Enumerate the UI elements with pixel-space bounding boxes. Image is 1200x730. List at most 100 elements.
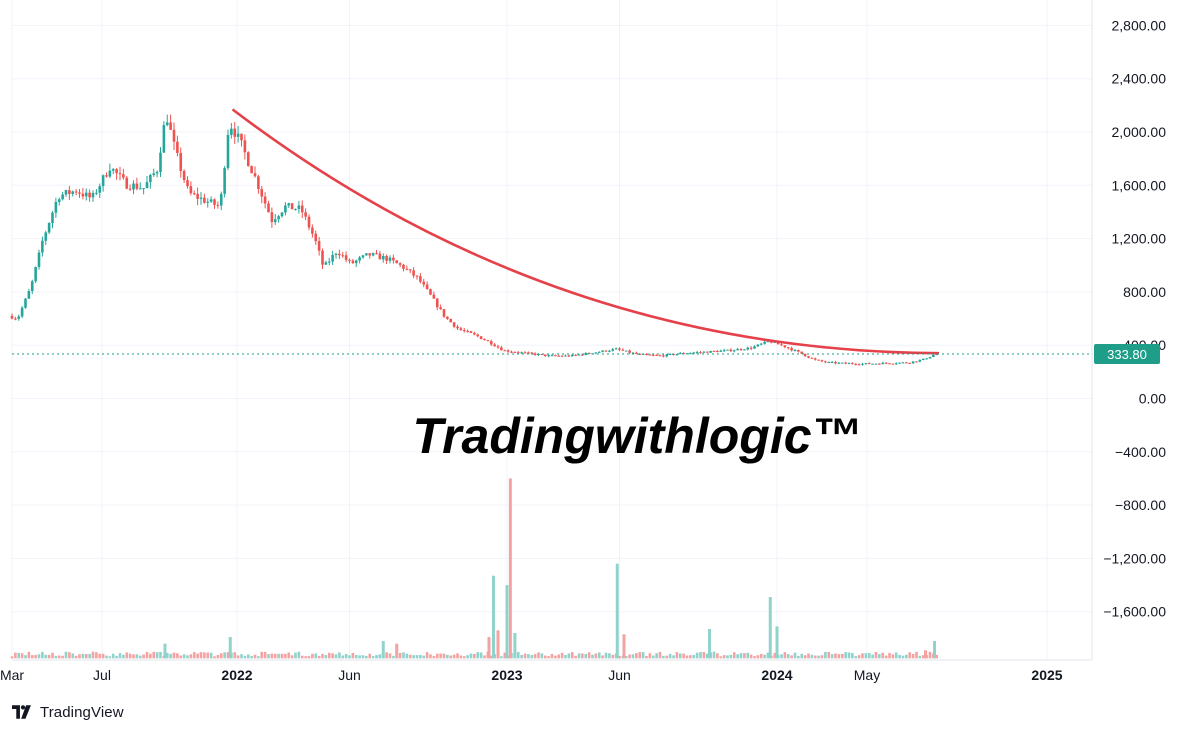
time-tick-label: Jun <box>608 667 631 683</box>
candle-body <box>219 193 223 206</box>
candle-body <box>523 352 527 354</box>
candle-body <box>230 128 233 135</box>
candle-body <box>459 328 463 331</box>
candle-body <box>81 193 85 197</box>
volume-bar <box>250 656 253 659</box>
volume-bar <box>611 654 615 659</box>
volume-bar <box>766 652 770 659</box>
candle-body <box>567 355 571 357</box>
volume-bar-spike <box>395 643 399 659</box>
candle-body <box>719 350 723 352</box>
candle-body <box>726 349 729 351</box>
price-axis[interactable]: 2,800.00 2,400.00 2,000.00 1,600.00 1,200.00… <box>1103 17 1166 619</box>
volume-bar <box>358 655 361 659</box>
volume-bar <box>344 654 348 659</box>
candle-body <box>621 349 625 351</box>
candle-body <box>884 362 888 364</box>
volume-bar <box>182 654 186 659</box>
candle-body <box>304 212 307 217</box>
candle-body <box>756 344 760 347</box>
volume-bar <box>95 652 98 659</box>
candle-body <box>581 354 584 356</box>
volume-bar <box>88 653 91 659</box>
watermark-text: Tradingwithlogic™ <box>412 408 861 464</box>
candle-body <box>432 294 436 299</box>
candle-body <box>834 361 837 364</box>
candle-body <box>810 357 814 359</box>
volume-bar <box>47 654 51 659</box>
volume-bar <box>375 655 378 659</box>
downtrend-curve <box>231 108 940 355</box>
candle-body <box>473 332 476 335</box>
candle-body <box>338 253 341 256</box>
volume-bar <box>570 652 574 659</box>
volume-bar <box>662 655 665 659</box>
volume-bar-spike <box>381 641 385 659</box>
volume-bar <box>712 651 716 659</box>
candle-body <box>729 349 733 352</box>
volume-bar <box>186 655 189 659</box>
candle-body <box>530 352 534 354</box>
volume-bar <box>253 654 257 659</box>
volume-bar-spike <box>513 633 517 659</box>
candle-body <box>375 253 378 255</box>
candle-body <box>702 351 706 353</box>
volume-bar <box>577 653 581 659</box>
candle-body <box>699 352 702 354</box>
brand-name: TradingView <box>40 703 124 721</box>
time-axis[interactable]: Mar Jul 2022 Jun 2023 Jun 2024 May 2025 <box>0 667 1063 683</box>
candle-body <box>797 350 800 352</box>
candle-body <box>142 188 145 190</box>
volume-bar <box>847 652 851 659</box>
candle-body <box>489 341 493 345</box>
volume-bar <box>864 653 868 659</box>
candle-body <box>145 182 149 189</box>
volume-bar <box>115 655 118 659</box>
candle-body <box>118 173 122 175</box>
time-tick-label: May <box>854 667 880 683</box>
candle-body <box>574 354 577 356</box>
price-tick-label: −800.00 <box>1115 497 1166 513</box>
volume-bar <box>287 652 291 659</box>
volume-bar <box>196 653 199 659</box>
volume-bar <box>867 652 871 659</box>
candle-body <box>179 152 183 171</box>
volume-bar-spike <box>228 637 232 659</box>
candle-body <box>611 349 615 351</box>
volume-bar <box>135 654 139 659</box>
candle-body <box>932 354 935 357</box>
volume-bar <box>41 651 44 659</box>
volume-bar-spike <box>505 585 509 659</box>
volume-bar <box>206 652 210 659</box>
volume-bar <box>432 656 436 659</box>
volume-bar <box>108 656 112 659</box>
tradingview-brand[interactable]: TradingView <box>12 700 124 724</box>
volume-bar <box>857 655 861 659</box>
candle-body <box>233 128 237 137</box>
candle-body <box>361 255 365 258</box>
volume-bar <box>290 655 294 659</box>
volume-bar <box>240 654 243 659</box>
candle-body <box>830 361 834 363</box>
volume-bar <box>597 652 601 659</box>
candle-body <box>47 223 51 233</box>
candle-body <box>246 152 250 167</box>
volume-bar-spike <box>492 575 495 659</box>
volume-bar <box>888 652 891 659</box>
candle-body <box>692 352 696 354</box>
volume-bar <box>327 652 331 659</box>
volume-bar <box>64 651 68 659</box>
candle-body <box>462 330 466 332</box>
candle-body <box>668 353 672 355</box>
candle-body <box>442 309 446 317</box>
volume-bar <box>928 651 932 659</box>
volume-bar <box>905 654 908 659</box>
volume-bar <box>820 655 824 659</box>
candle-body <box>419 276 422 282</box>
volume-bar <box>604 652 608 659</box>
volume-bar <box>705 653 709 659</box>
volume-bar <box>645 655 648 659</box>
candle-body <box>10 315 14 319</box>
volume-bar <box>550 653 554 659</box>
